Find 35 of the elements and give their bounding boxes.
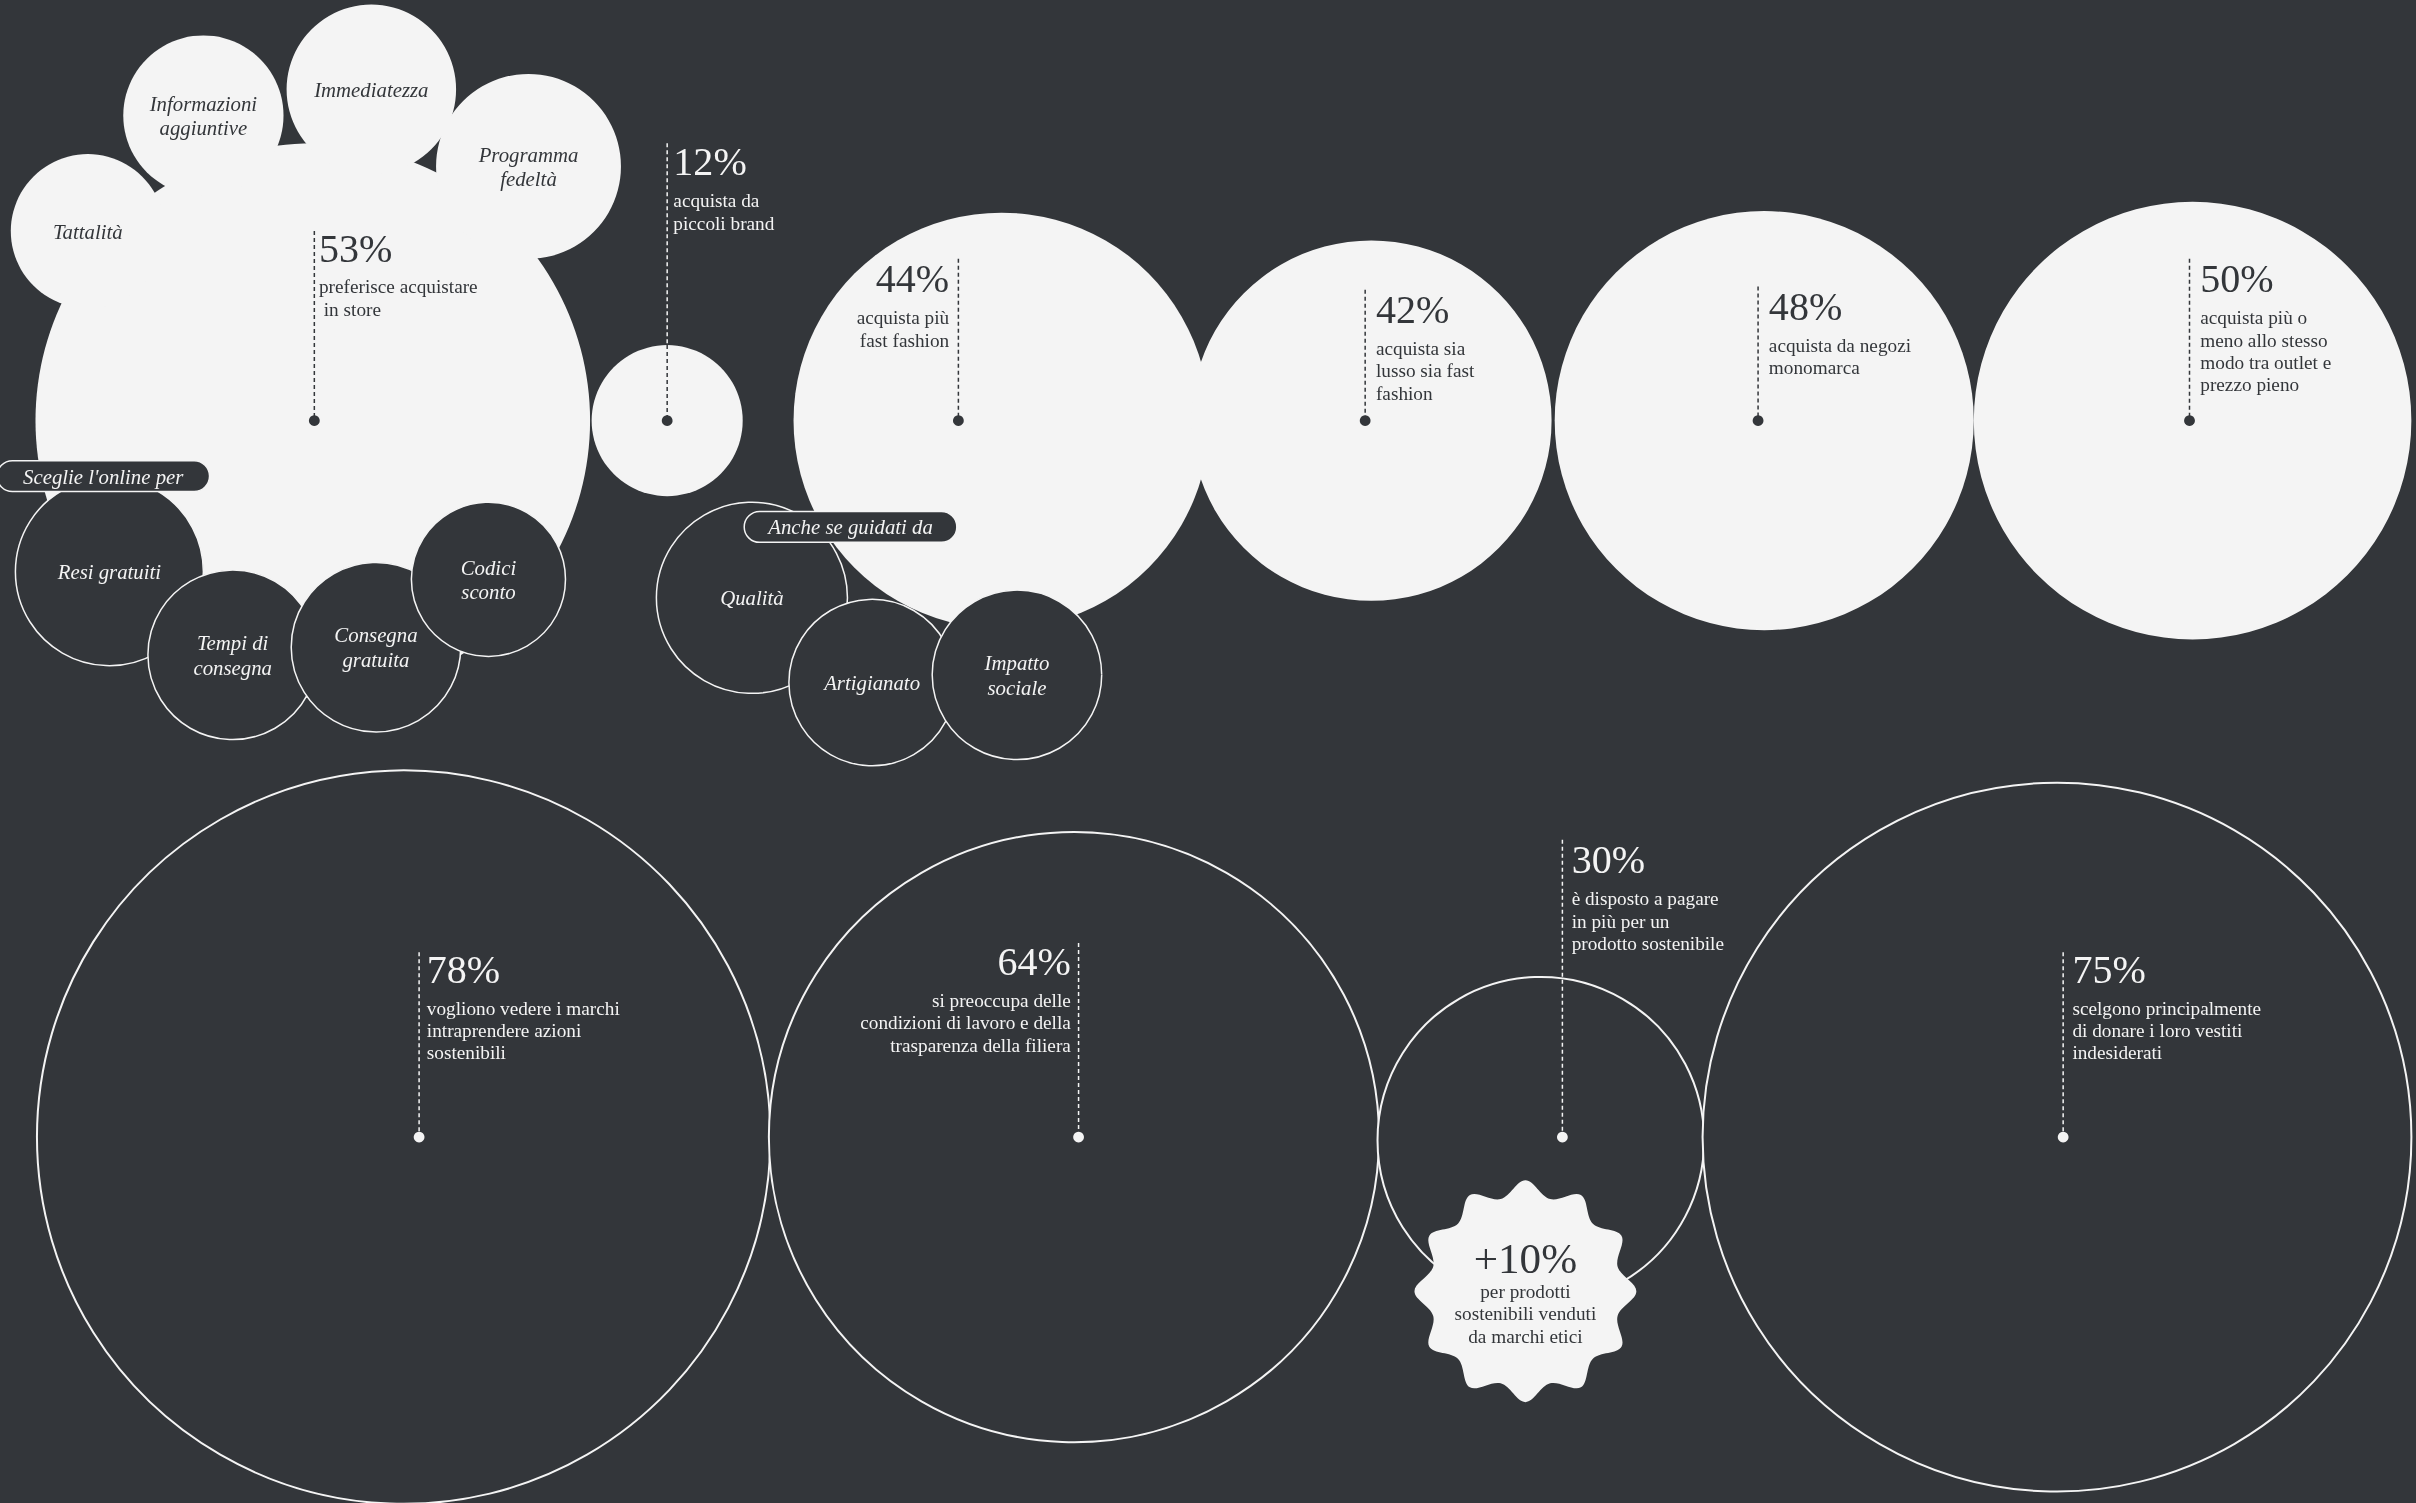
text: Tempi di consegna <box>193 631 272 680</box>
text: Anche se guidati da <box>766 515 933 540</box>
data-label: 30% <box>1571 837 1646 883</box>
category-label: scelgono principalmente di donare i loro vestiti indesiderati <box>2072 997 2262 1064</box>
text: Codici sconto <box>460 555 517 604</box>
text: Programma fedeltà <box>477 142 579 192</box>
data-label: 42% <box>1375 287 1450 333</box>
data-label: 12% <box>673 139 747 185</box>
text: Artigianato <box>822 671 921 696</box>
category-label: acquista da piccoli brand <box>673 190 775 234</box>
data-label: 78% <box>426 946 501 992</box>
category-label: vogliono vedere i marchi intraprendere azioni sostenibili <box>426 997 620 1064</box>
category-label: acquista più fast fashion <box>856 307 950 351</box>
text: Resi gratuiti <box>56 560 162 585</box>
text: Consegna gratuita <box>334 623 418 672</box>
category-label: per prodotti sostenibili venduti da marchi etici <box>1454 1281 1597 1347</box>
category-label: acquista più o meno allo stesso modo tra outlet e prezzo pieno <box>2200 307 2332 396</box>
category-label: si preoccupa delle condizioni di lavoro e della trasparenza della filiera <box>860 989 1072 1056</box>
data-label: 53% <box>318 225 393 271</box>
data-label: 50% <box>2200 256 2274 302</box>
data-label: 48% <box>1768 284 1843 330</box>
text: Sceglie l'online per <box>23 464 185 489</box>
data-label: 44% <box>875 256 950 302</box>
data-label: 75% <box>2072 946 2146 992</box>
category-label: acquista sia lusso sia fast fashion <box>1375 338 1475 404</box>
data-label: 64% <box>997 938 1071 984</box>
text: Tattalità <box>52 219 123 243</box>
text: Impatto sociale <box>983 651 1050 699</box>
text: Informazioni aggiuntive <box>148 91 258 141</box>
text: Immediatezza <box>313 77 429 101</box>
category-label: è disposto a pagare in più per un prodotto sostenibile <box>1571 888 1725 954</box>
category-label: acquista da negozi monomarca <box>1768 335 1912 379</box>
data-label: +10% <box>1473 1235 1578 1283</box>
category-label: preferisce acquistare in store <box>318 276 478 320</box>
text: Qualità <box>720 586 784 610</box>
